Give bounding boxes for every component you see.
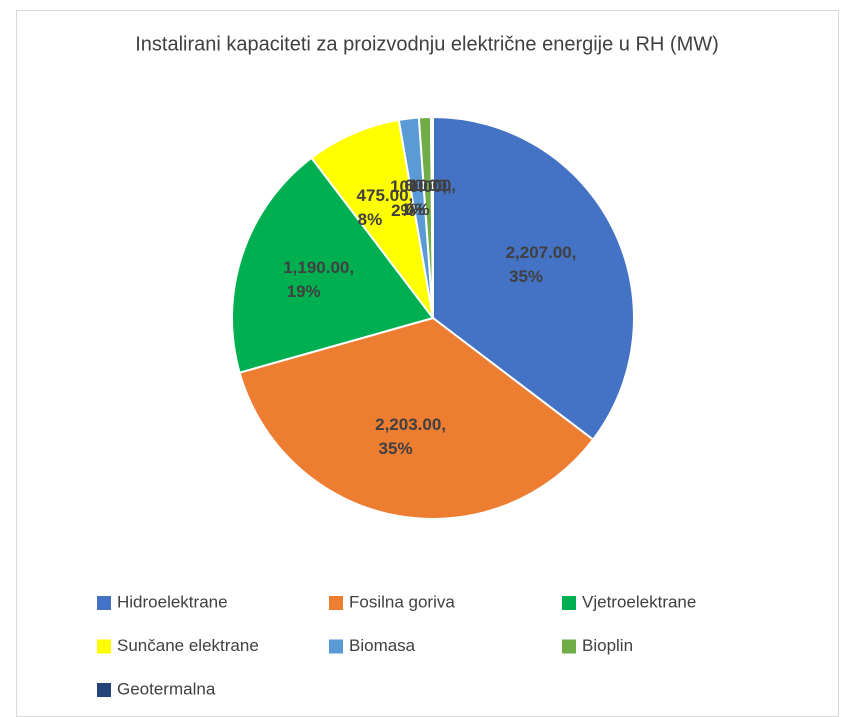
legend-label: Hidroelektrane [117, 592, 228, 611]
legend-label: Vjetroelektrane [582, 592, 696, 611]
data-label: 8% [358, 210, 383, 229]
legend-swatch [97, 596, 111, 610]
legend-label: Geotermalna [117, 679, 216, 698]
data-label: 0% [405, 200, 430, 219]
legend-swatch [562, 596, 576, 610]
data-label: 2,207.00, [506, 243, 577, 262]
data-label: 10.00, [409, 176, 456, 195]
legend-label: Sunčane elektrane [117, 636, 259, 655]
legend-label: Biomasa [349, 636, 416, 655]
data-label: 475.00, [357, 186, 414, 205]
legend-label: Fosilna goriva [349, 592, 455, 611]
data-label: 100.00, [390, 177, 447, 196]
legend-swatch [97, 683, 111, 697]
legend-label: Bioplin [582, 636, 633, 655]
pie-slice [231, 156, 435, 374]
legend-swatch [329, 639, 343, 654]
data-label: 1% [401, 200, 426, 219]
data-label: 19% [287, 282, 321, 301]
legend-swatch [97, 639, 111, 654]
legend-swatch [562, 639, 576, 654]
data-label: 60.00, [405, 176, 452, 195]
data-label: 2,203.00, [375, 415, 446, 434]
pie-slice [238, 316, 595, 520]
legend-swatch [329, 596, 343, 610]
data-label: 35% [379, 439, 413, 458]
data-label: 35% [509, 267, 543, 286]
pie-slice [432, 115, 635, 441]
data-label: 1,190.00, [283, 258, 354, 277]
pie-slice [429, 115, 434, 319]
pie-slice [310, 118, 434, 319]
chart-title: Instalirani kapaciteti za proizvodnju el… [135, 33, 719, 55]
data-label: 2% [391, 201, 416, 220]
